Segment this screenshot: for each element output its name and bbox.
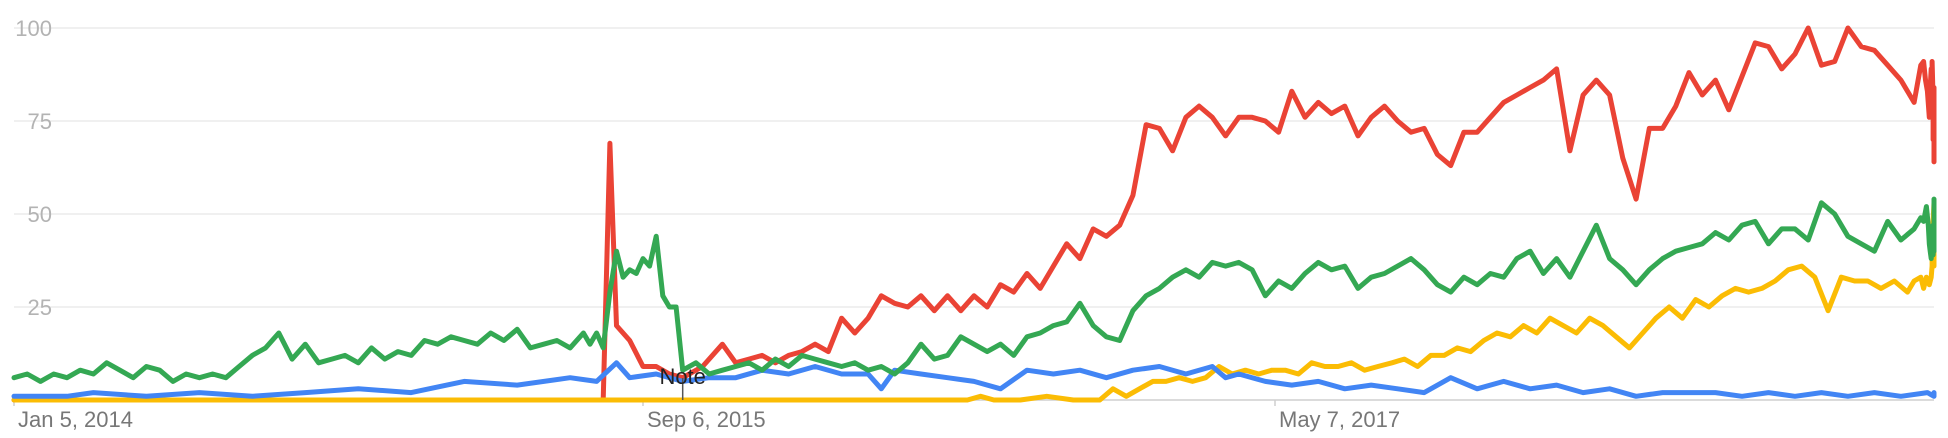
series-line-2 [11,200,1937,403]
y-tick-label: 25 [28,295,52,320]
series-layer [11,25,1937,403]
x-tick-label: Sep 6, 2015 [647,407,766,432]
note-label[interactable]: Note [659,364,705,389]
annotation-layer: Note [659,364,706,400]
series-line-3 [11,360,1937,399]
y-tick-label: 75 [28,109,52,134]
y-tick-label: 100 [15,16,52,41]
series-line-4 [11,196,1937,384]
x-tick-label: May 7, 2017 [1279,407,1400,432]
y-tick-label: 50 [28,202,52,227]
label-layer: 25 50 75 100 Jan 5, 2014 Sep 6, 2015 May 7, 20… [15,16,1400,432]
series-line-1 [11,25,1937,403]
x-tick-label: Jan 5, 2014 [18,407,133,432]
